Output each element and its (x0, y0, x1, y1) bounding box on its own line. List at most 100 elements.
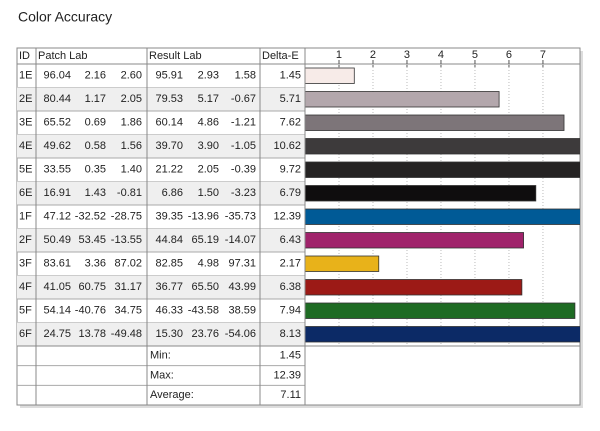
delta-e: 7.62 (280, 117, 301, 129)
result-lab: -43.58 (188, 305, 219, 317)
row-id: 4E (19, 140, 32, 152)
x-tick-label: 1 (336, 49, 342, 61)
patch-lab: 50.49 (43, 234, 71, 246)
x-tick-label: 2 (370, 49, 376, 61)
result-lab: 2.93 (198, 70, 219, 82)
header: Delta-E (262, 50, 299, 62)
result-lab: -14.07 (225, 234, 256, 246)
delta-e: 6.38 (280, 281, 301, 293)
bar (305, 67, 355, 84)
patch-lab: 83.61 (43, 258, 71, 270)
result-lab: 23.76 (191, 328, 219, 340)
delta-e: 8.13 (280, 328, 301, 340)
result-lab: 21.22 (155, 164, 183, 176)
delta-e: 5.71 (280, 93, 301, 105)
summary-label: Max: (150, 369, 174, 381)
x-tick-label: 6 (506, 49, 512, 61)
patch-lab: 13.78 (78, 328, 106, 340)
result-lab: 97.31 (228, 258, 256, 270)
result-lab: 65.50 (191, 281, 219, 293)
x-tick-label: 4 (438, 49, 444, 61)
patch-lab: 1.86 (121, 117, 142, 129)
result-lab: 65.19 (191, 234, 219, 246)
title: Color Accuracy (18, 9, 112, 25)
row-bg (17, 87, 305, 111)
result-lab: 38.59 (228, 305, 256, 317)
patch-lab: 54.14 (43, 305, 71, 317)
row-id: 6E (19, 187, 32, 199)
patch-lab: 1.40 (121, 164, 142, 176)
patch-lab: 3.36 (85, 258, 106, 270)
result-lab: -3.23 (231, 187, 256, 199)
result-lab: -0.67 (231, 93, 256, 105)
delta-e: 6.79 (280, 187, 301, 199)
bar (305, 161, 580, 178)
patch-lab: 31.17 (114, 281, 142, 293)
summary-value: 7.11 (280, 389, 301, 401)
patch-lab: 16.91 (43, 187, 71, 199)
row-id: 4F (19, 281, 32, 293)
result-lab: 15.30 (155, 328, 183, 340)
summary-label: Average: (150, 389, 194, 401)
patch-lab: -0.81 (117, 187, 142, 199)
patch-lab: -13.55 (111, 234, 142, 246)
patch-lab: 24.75 (43, 328, 71, 340)
result-lab: 95.91 (155, 70, 183, 82)
result-lab: 39.35 (155, 211, 183, 223)
delta-e: 1.45 (280, 70, 301, 82)
x-tick-label: 7 (540, 49, 546, 61)
patch-lab: 53.45 (78, 234, 106, 246)
delta-e: 6.43 (280, 234, 301, 246)
result-lab: 1.50 (198, 187, 219, 199)
bar (305, 232, 524, 249)
bar (305, 255, 380, 272)
result-lab: -0.39 (231, 164, 256, 176)
result-lab: 36.77 (155, 281, 183, 293)
row-id: 3E (19, 117, 32, 129)
row-bg (17, 275, 305, 299)
row-bg (17, 228, 305, 252)
row-id: 1F (19, 211, 32, 223)
result-lab: 4.86 (198, 117, 219, 129)
delta-e: 7.94 (280, 305, 301, 317)
summary-label: Min: (150, 350, 171, 362)
row-id: 2F (19, 234, 32, 246)
row-id: 5E (19, 164, 32, 176)
result-lab: 5.17 (198, 93, 219, 105)
delta-e: 12.39 (273, 211, 301, 223)
patch-lab: -40.76 (75, 305, 106, 317)
result-lab: 43.99 (228, 281, 256, 293)
result-lab: 4.98 (198, 258, 219, 270)
patch-lab: 60.75 (78, 281, 106, 293)
header: Patch Lab (38, 50, 88, 62)
x-tick-label: 5 (472, 49, 478, 61)
patch-lab: 2.05 (121, 93, 142, 105)
patch-lab: 1.43 (85, 187, 106, 199)
summary-value: 1.45 (280, 350, 301, 362)
row-id: 3F (19, 258, 32, 270)
bar (305, 138, 580, 155)
patch-lab: -28.75 (111, 211, 142, 223)
bar (305, 114, 565, 131)
result-lab: 82.85 (155, 258, 183, 270)
patch-lab: 87.02 (114, 258, 142, 270)
result-lab: 79.53 (155, 93, 183, 105)
result-lab: 1.58 (235, 70, 256, 82)
result-lab: 60.14 (155, 117, 183, 129)
row-bg (17, 134, 305, 158)
patch-lab: 80.44 (43, 93, 71, 105)
patch-lab: 33.55 (43, 164, 71, 176)
result-lab: 2.05 (198, 164, 219, 176)
header: ID (19, 50, 30, 62)
patch-lab: 49.62 (43, 140, 71, 152)
patch-lab: -32.52 (75, 211, 106, 223)
patch-lab: 65.52 (43, 117, 71, 129)
result-lab: 39.70 (155, 140, 183, 152)
patch-lab: -49.48 (111, 328, 142, 340)
result-lab: 46.33 (155, 305, 183, 317)
result-lab: -1.21 (231, 117, 256, 129)
result-lab: -54.06 (225, 328, 256, 340)
header: Result Lab (149, 50, 202, 62)
bar (305, 302, 576, 319)
